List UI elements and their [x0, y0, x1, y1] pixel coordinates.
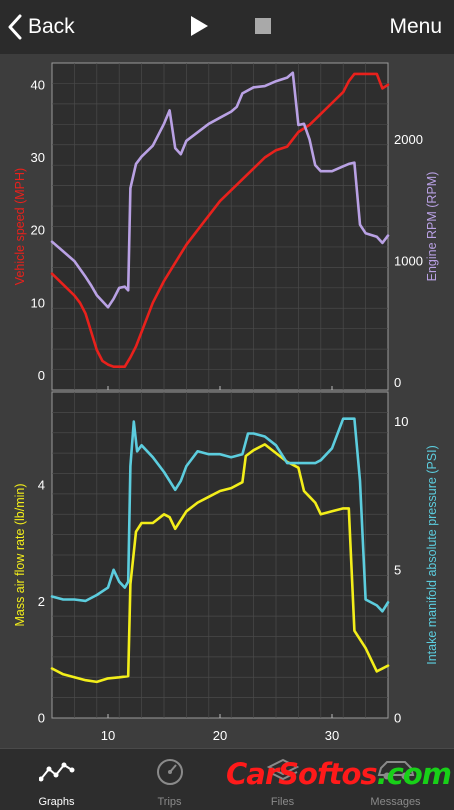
- chevron-left-icon: [8, 14, 22, 40]
- right-y-tick-label: 1000: [394, 254, 423, 269]
- axis-label-mass-air-flow-rate-lb-min: Mass air flow rate (lb/min): [13, 483, 27, 626]
- tab-trips[interactable]: Trips: [113, 749, 226, 810]
- tab-label-graphs: Graphs: [38, 796, 75, 808]
- speedometer-icon: [156, 759, 183, 785]
- left-y-tick-label: 0: [38, 368, 45, 383]
- x-tick-label: 30: [325, 728, 339, 743]
- series-line-vehicle-speed-mph: [50, 72, 390, 369]
- navigation-bar: Back Menu: [0, 0, 454, 54]
- series-line-engine-rpm-rpm: [50, 71, 390, 309]
- chart-panel-1: 0 10 20 30 40 Vehicle speed (MPH) 0 1000 2000 Eng…: [13, 62, 439, 391]
- line-graph-icon: [38, 762, 74, 782]
- left-y-tick-label: 2: [38, 594, 45, 609]
- left-y-tick-label: 10: [31, 295, 45, 310]
- tab-messages[interactable]: Messages: [339, 749, 452, 810]
- car-icon: [377, 761, 414, 780]
- series-line-mass-air-flow-rate-lb-min: [50, 443, 390, 684]
- axis-label-engine-rpm-rpm: Engine RPM (RPM): [425, 172, 439, 282]
- back-button[interactable]: Back: [8, 12, 75, 42]
- left-y-tick-label: 0: [38, 711, 45, 726]
- play-icon[interactable]: [188, 15, 210, 37]
- left-y-tick-label: 30: [31, 150, 45, 165]
- right-y-tick-label: 10: [394, 414, 408, 429]
- right-y-tick-label: 0: [394, 375, 401, 390]
- axis-label-vehicle-speed-mph: Vehicle speed (MPH): [13, 168, 27, 285]
- tab-graphs[interactable]: Graphs: [0, 749, 113, 810]
- x-tick-label: 10: [101, 728, 115, 743]
- right-y-tick-label: 5: [394, 562, 401, 577]
- axis-label-intake-manifold-absolute-pressure-psi: Intake manifold absolute pressure (PSI): [425, 445, 439, 665]
- tab-bar: Graphs Trips Files Messages: [0, 748, 454, 810]
- left-y-tick-label: 40: [31, 77, 45, 92]
- series-line-intake-manifold-absolute-pressure-psi: [50, 417, 390, 613]
- right-y-tick-label: 0: [394, 711, 401, 726]
- tab-label-files: Files: [270, 796, 295, 808]
- menu-button[interactable]: Menu: [389, 15, 442, 38]
- tab-files[interactable]: Files: [226, 749, 339, 810]
- stop-icon[interactable]: [255, 18, 271, 34]
- chart-panel-2: 10 20 30 0 2 4 Mass air flow rate (lb/min) 0 5 10…: [13, 391, 439, 743]
- x-tick-label: 20: [213, 728, 227, 743]
- tab-label-messages: Messages: [370, 796, 421, 808]
- graphs-area: 0 10 20 30 40 Vehicle speed (MPH) 0 1000 2000 Eng…: [0, 54, 454, 748]
- tab-label-trips: Trips: [157, 796, 182, 808]
- right-y-tick-label: 2000: [394, 132, 423, 147]
- left-y-tick-label: 20: [31, 223, 45, 238]
- left-y-tick-label: 4: [38, 478, 45, 493]
- stacked-files-icon: [266, 758, 299, 781]
- back-label: Back: [28, 15, 75, 38]
